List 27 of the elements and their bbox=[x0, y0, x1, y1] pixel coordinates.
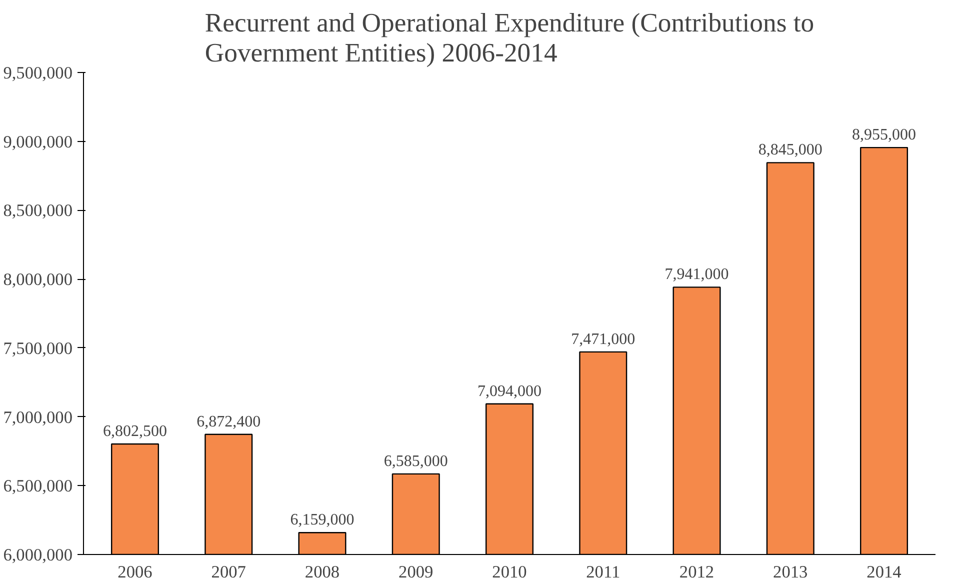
y-tick-label: 9,500,000 bbox=[3, 64, 72, 82]
x-tick-label: 2012 bbox=[679, 562, 714, 582]
data-label: 6,802,500 bbox=[102, 422, 167, 440]
y-tick-label: 8,000,000 bbox=[3, 270, 72, 290]
y-tick-label: 7,500,000 bbox=[3, 338, 72, 358]
data-label: 7,094,000 bbox=[478, 382, 542, 400]
x-tick-label: 2014 bbox=[866, 562, 902, 582]
data-label: 7,471,000 bbox=[571, 330, 636, 348]
x-tick-label: 2008 bbox=[304, 562, 340, 582]
data-label: 6,872,400 bbox=[196, 413, 261, 430]
x-tick-label: 2010 bbox=[492, 562, 527, 582]
y-tick-label: 6,000,000 bbox=[3, 546, 72, 564]
y-tick-label: 8,500,000 bbox=[3, 201, 72, 220]
y-tick-label: 6,500,000 bbox=[3, 476, 72, 496]
data-label: 7,941,000 bbox=[664, 266, 729, 284]
y-tick-label: 9,000,000 bbox=[3, 132, 72, 152]
x-tick-label: 2009 bbox=[398, 562, 434, 582]
y-tick-label: 7,000,000 bbox=[3, 408, 72, 427]
data-label: 6,585,000 bbox=[384, 452, 448, 470]
x-tick-label: 2007 bbox=[211, 562, 246, 582]
x-tick-label: 2006 bbox=[118, 562, 153, 582]
x-tick-label: 2011 bbox=[586, 562, 620, 582]
data-label: 8,845,000 bbox=[758, 142, 822, 159]
chart-title: Recurrent and Operational Expenditure (Contributions to Government Entities) 2006-2014 bbox=[204, 8, 814, 68]
data-label: 8,955,000 bbox=[852, 126, 916, 144]
data-label: 6,159,000 bbox=[290, 512, 354, 529]
x-tick-label: 2013 bbox=[773, 562, 808, 582]
